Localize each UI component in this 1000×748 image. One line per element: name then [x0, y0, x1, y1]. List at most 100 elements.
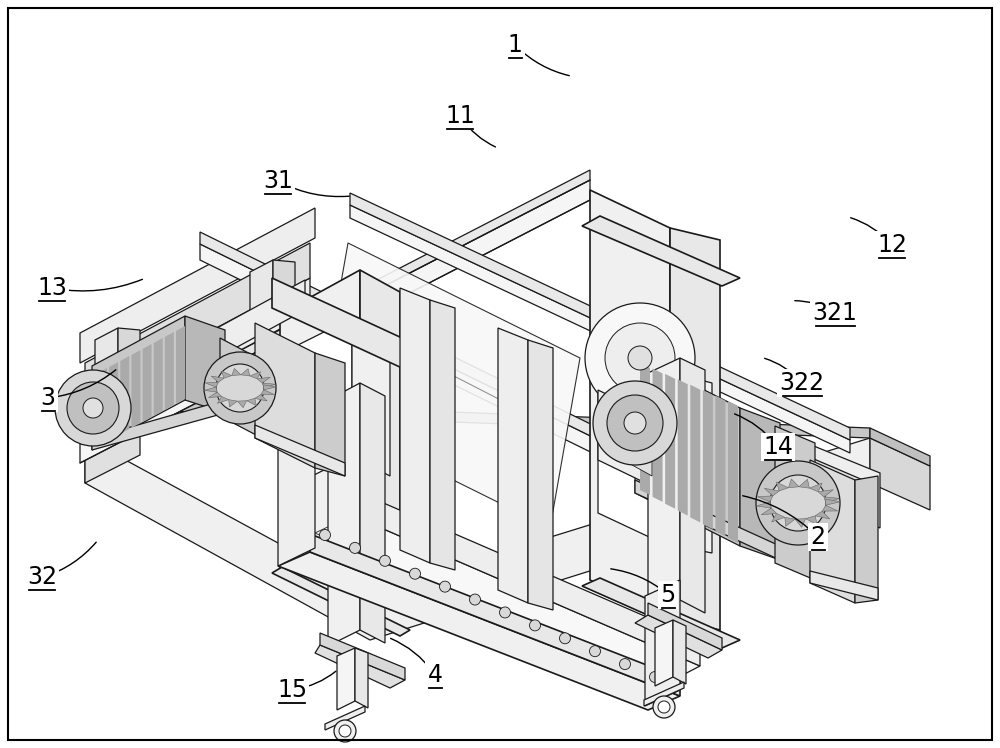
Polygon shape	[337, 648, 355, 710]
Polygon shape	[85, 438, 870, 640]
Polygon shape	[255, 425, 345, 476]
Polygon shape	[620, 423, 870, 570]
Circle shape	[650, 672, 660, 682]
Polygon shape	[211, 376, 224, 382]
Polygon shape	[665, 374, 675, 509]
Text: 1: 1	[508, 33, 522, 57]
Polygon shape	[764, 488, 779, 496]
Polygon shape	[815, 511, 830, 519]
Polygon shape	[655, 620, 673, 686]
Polygon shape	[280, 270, 360, 570]
Polygon shape	[261, 390, 274, 395]
Polygon shape	[209, 392, 222, 398]
Polygon shape	[648, 603, 722, 650]
Polygon shape	[825, 499, 840, 505]
Text: 13: 13	[37, 276, 67, 300]
Polygon shape	[655, 428, 675, 495]
Circle shape	[620, 658, 631, 669]
Polygon shape	[204, 387, 217, 392]
Circle shape	[470, 594, 480, 605]
Polygon shape	[365, 495, 700, 666]
Polygon shape	[176, 326, 185, 404]
Polygon shape	[229, 399, 237, 407]
Polygon shape	[140, 400, 870, 438]
Polygon shape	[200, 244, 680, 496]
Text: 12: 12	[877, 233, 907, 257]
Polygon shape	[109, 362, 118, 440]
Polygon shape	[635, 615, 722, 658]
Polygon shape	[761, 508, 777, 515]
Polygon shape	[237, 401, 247, 408]
Circle shape	[624, 412, 646, 434]
Polygon shape	[80, 208, 315, 363]
Circle shape	[339, 725, 351, 737]
Polygon shape	[80, 170, 590, 443]
Polygon shape	[85, 278, 310, 433]
Polygon shape	[205, 382, 218, 387]
Polygon shape	[221, 371, 232, 378]
Circle shape	[590, 646, 600, 657]
Polygon shape	[822, 505, 838, 511]
Polygon shape	[131, 350, 140, 428]
Polygon shape	[820, 468, 845, 545]
Polygon shape	[273, 260, 295, 325]
Polygon shape	[185, 316, 225, 413]
Polygon shape	[715, 396, 725, 536]
Circle shape	[440, 581, 450, 592]
Circle shape	[560, 633, 570, 644]
Polygon shape	[645, 580, 680, 706]
Circle shape	[334, 720, 356, 742]
Polygon shape	[662, 370, 712, 553]
Polygon shape	[278, 552, 680, 710]
Polygon shape	[95, 328, 118, 403]
Polygon shape	[673, 620, 686, 684]
Text: 15: 15	[277, 678, 307, 702]
Polygon shape	[818, 490, 833, 497]
Polygon shape	[328, 383, 360, 646]
Polygon shape	[648, 358, 680, 616]
Polygon shape	[678, 379, 688, 515]
Polygon shape	[795, 518, 806, 527]
Polygon shape	[788, 479, 799, 488]
Text: 5: 5	[660, 583, 676, 607]
Circle shape	[593, 381, 677, 465]
Polygon shape	[622, 423, 865, 568]
Polygon shape	[810, 571, 878, 600]
Polygon shape	[255, 323, 315, 468]
Polygon shape	[310, 534, 680, 696]
Circle shape	[83, 398, 103, 418]
Text: 4: 4	[428, 663, 442, 687]
Text: 2: 2	[810, 525, 826, 549]
Polygon shape	[775, 426, 815, 580]
Polygon shape	[355, 648, 368, 708]
Polygon shape	[120, 356, 129, 434]
Polygon shape	[85, 243, 310, 398]
Polygon shape	[241, 369, 250, 376]
Polygon shape	[315, 353, 345, 476]
Polygon shape	[430, 300, 455, 570]
Polygon shape	[728, 401, 738, 543]
Polygon shape	[757, 496, 773, 502]
Polygon shape	[528, 340, 553, 610]
Polygon shape	[350, 193, 850, 440]
Polygon shape	[320, 633, 405, 680]
Polygon shape	[680, 358, 705, 613]
Polygon shape	[620, 376, 870, 530]
Polygon shape	[630, 418, 655, 495]
Circle shape	[380, 555, 390, 566]
Polygon shape	[644, 682, 684, 706]
Polygon shape	[250, 372, 261, 378]
Polygon shape	[870, 438, 930, 510]
Polygon shape	[255, 395, 267, 401]
Polygon shape	[740, 408, 780, 560]
Polygon shape	[80, 180, 590, 463]
Polygon shape	[690, 384, 700, 522]
Circle shape	[216, 364, 264, 412]
Polygon shape	[870, 428, 930, 466]
Text: 11: 11	[445, 104, 475, 128]
Circle shape	[628, 346, 652, 370]
Circle shape	[605, 323, 675, 393]
Text: 32: 32	[27, 565, 57, 589]
Polygon shape	[640, 363, 650, 495]
Polygon shape	[360, 270, 400, 548]
